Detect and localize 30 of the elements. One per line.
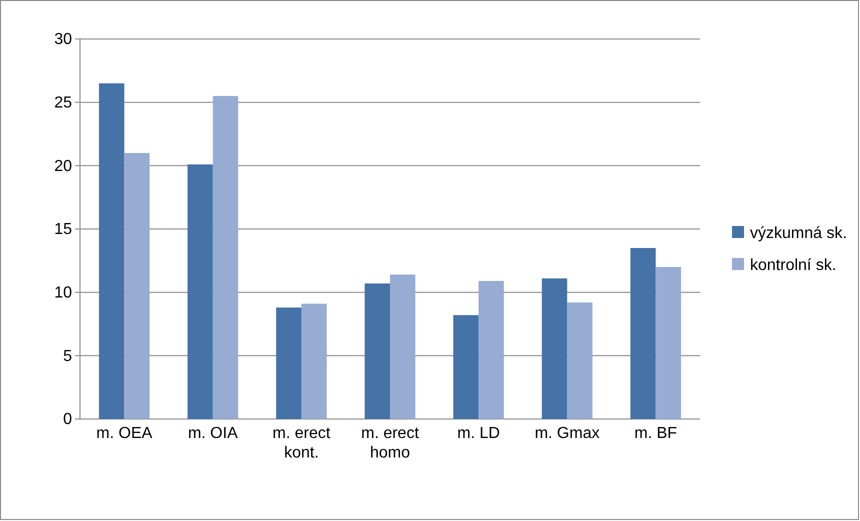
y-tick-label: 0	[63, 411, 72, 428]
bar	[276, 308, 302, 419]
bar	[656, 267, 682, 419]
y-tick-label: 15	[54, 221, 72, 238]
bar	[453, 315, 479, 419]
x-tick-label: m. LD	[457, 425, 500, 442]
bar	[212, 96, 238, 419]
y-tick-label: 5	[63, 348, 72, 365]
bar	[301, 304, 327, 419]
bar	[188, 164, 213, 419]
x-tick-label: m. BF	[634, 425, 678, 442]
x-tick-label: m. erect kont.	[272, 425, 331, 462]
bar	[124, 153, 150, 419]
x-tick-label: m. Gmax	[534, 425, 600, 442]
bar	[567, 302, 592, 419]
x-tick-label: m. OIA	[188, 425, 238, 442]
x-tick-label: m. OEA	[96, 425, 153, 442]
bar	[478, 280, 504, 419]
bar	[630, 248, 656, 419]
legend-label: výzkumná sk.	[750, 225, 847, 242]
legend-label: kontrolní sk.	[750, 257, 836, 274]
bar	[364, 283, 390, 419]
bar	[98, 83, 124, 419]
bar	[390, 274, 416, 419]
bar	[542, 278, 568, 419]
x-tick-label: m. erect homo	[361, 425, 420, 462]
y-tick-label: 30	[54, 31, 72, 48]
y-tick-label: 20	[54, 158, 72, 175]
y-tick-label: 25	[54, 94, 72, 112]
y-tick-label: 10	[54, 284, 72, 302]
